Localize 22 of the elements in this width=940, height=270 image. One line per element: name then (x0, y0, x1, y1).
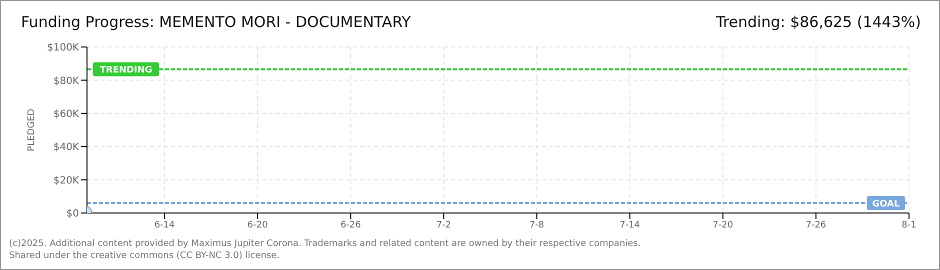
y-tick-label: $100K (46, 42, 80, 54)
x-tick-label: 6-20 (247, 220, 268, 230)
x-tick-label: 8-1 (902, 220, 916, 230)
x-tick-label: 6-26 (340, 220, 362, 230)
x-tick-label: 7-20 (712, 220, 734, 230)
x-tick-label: 7-8 (529, 220, 544, 230)
chart-title: Funding Progress: MEMENTO MORI - DOCUMENTARY (21, 13, 411, 31)
x-tick-label: 7-14 (620, 220, 640, 230)
y-tick-label: $40K (53, 142, 80, 154)
text: (c)2025. Additional content provided by Maximus Jupiter Corona. Trademarks and related content are owned by their respective companies. (9, 239, 641, 249)
x-tick-label: 6-14 (154, 220, 176, 230)
ref-line-label: TRENDING (100, 66, 152, 76)
y-tick-label: $0 (66, 208, 79, 220)
y-axis-title: PLEDGED (27, 108, 38, 152)
x-tick-label: 7-2 (436, 220, 452, 230)
text: Shared under the creative commons (CC BY-NC 3.0) license. (9, 251, 280, 261)
x-tick-label: 7-26 (806, 220, 826, 230)
y-tick-label: $20K (53, 175, 80, 186)
y-tick-label: $80K (53, 76, 80, 87)
ref-line-label: GOAL (872, 200, 900, 210)
y-tick-label: $60K (53, 108, 80, 120)
chart-subtitle: Trending: $86,625 (1443%) (716, 13, 921, 31)
